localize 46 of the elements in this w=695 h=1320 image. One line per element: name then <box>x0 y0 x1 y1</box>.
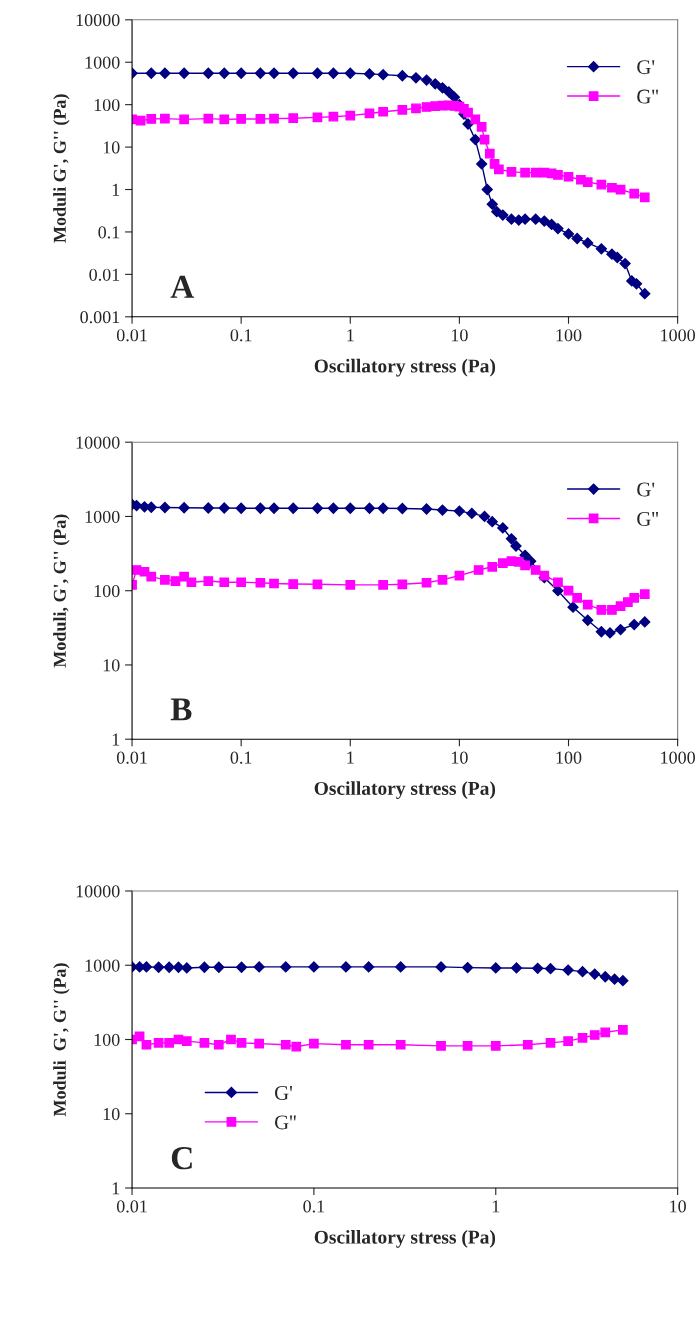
y-tick-label: 1000 <box>85 959 120 972</box>
annotation: C <box>171 1146 192 1170</box>
x-axis-title: Oscillatory stress (Pa) <box>314 781 496 799</box>
y-tick-label: 10000 <box>76 885 120 898</box>
y-tick-label: 10 <box>103 659 120 672</box>
x-tick-label: 10 <box>451 751 468 764</box>
legend-label: G' <box>637 482 655 497</box>
y-axis-title: Moduli, G', G'' (Pa) <box>53 514 70 668</box>
legend-label: G' <box>274 1085 293 1100</box>
x-tick-label: 0.1 <box>303 1200 325 1213</box>
y-tick-label: 0.1 <box>98 226 120 239</box>
y-tick-label: 0.01 <box>89 268 120 281</box>
x-tick-label: 100 <box>556 329 582 342</box>
x-tick-label: 0.1 <box>230 329 252 342</box>
y-tick-label: 10000 <box>76 436 120 449</box>
legend-label: G' <box>637 60 655 75</box>
y-tick-label: 100 <box>94 584 120 598</box>
annotation: A <box>170 275 195 298</box>
y-tick-label: 0.001 <box>80 311 120 324</box>
y-tick-label: 100 <box>94 1033 120 1046</box>
x-tick-label: 10 <box>670 1200 686 1213</box>
x-tick-label: 1000 <box>661 751 695 764</box>
y-tick-label: 1000 <box>85 56 120 69</box>
x-axis-title: Oscillatory stress (Pa) <box>314 1230 496 1248</box>
x-tick-label: 1000 <box>661 329 695 342</box>
y-tick-label: 1 <box>112 183 120 196</box>
y-tick-label: 10 <box>103 141 120 154</box>
y-tick-label: 1 <box>112 733 120 746</box>
x-axis-title: Oscillatory stress (Pa) <box>314 358 496 377</box>
y-tick-label: 10000 <box>76 14 120 27</box>
x-tick-label: 0.1 <box>230 751 252 764</box>
x-tick-label: 1 <box>347 329 354 342</box>
legend-label: G'' <box>637 89 658 104</box>
x-tick-label: 1 <box>347 751 354 764</box>
y-axis-title: Moduli G', G'' (Pa) <box>53 94 70 243</box>
x-tick-label: 1 <box>492 1200 500 1213</box>
annotation: B <box>170 698 192 721</box>
x-tick-label: 10 <box>451 329 468 342</box>
legend-label: G'' <box>637 511 658 526</box>
x-tick-label: 100 <box>556 751 582 764</box>
y-tick-label: 100 <box>94 98 120 112</box>
y-tick-label: 10 <box>103 1108 120 1121</box>
y-axis-title: Moduli G', G'' (Pa) <box>53 963 70 1117</box>
legend-label: G'' <box>274 1115 296 1130</box>
y-tick-label: 1000 <box>85 510 120 523</box>
y-tick-label: 1 <box>112 1182 120 1195</box>
